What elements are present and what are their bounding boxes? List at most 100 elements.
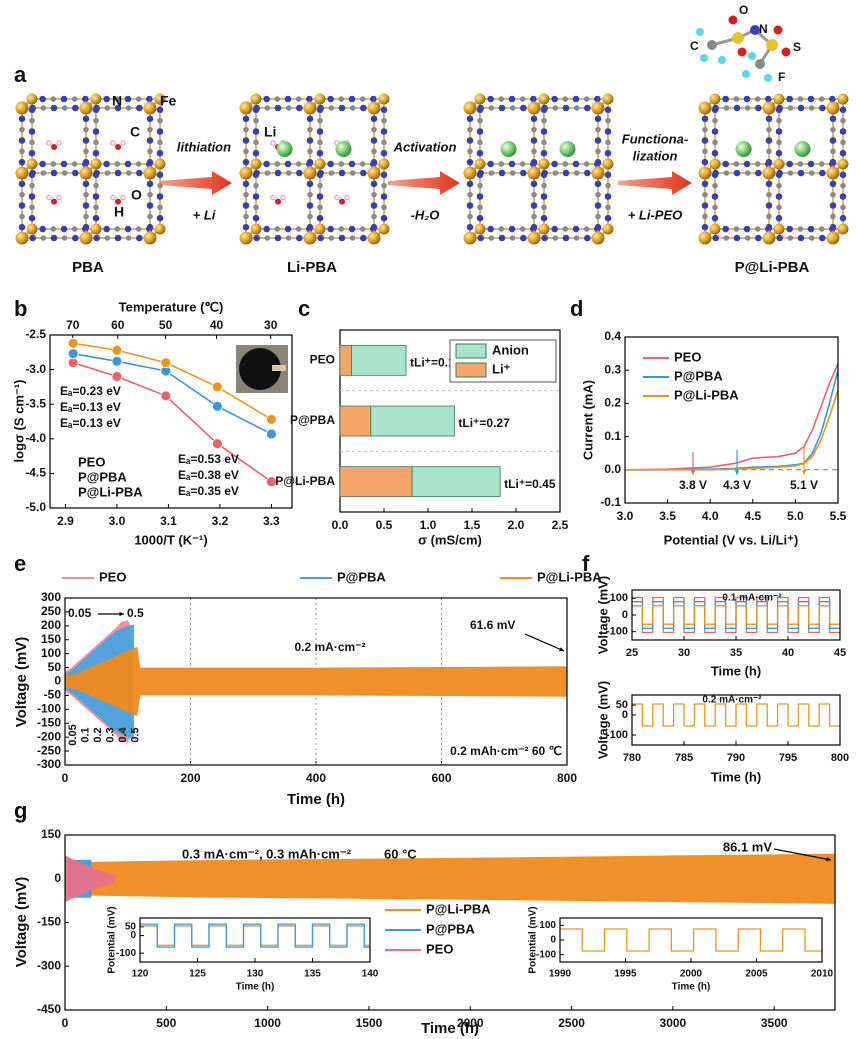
series-line [625, 370, 838, 471]
atom [466, 137, 474, 144]
atom [839, 214, 847, 222]
fe-atom [250, 93, 262, 105]
atom [701, 180, 709, 188]
atom [348, 95, 356, 103]
atom [19, 148, 25, 155]
x-axis-title: 1000/T (K⁻¹) [134, 532, 207, 547]
atom [380, 106, 388, 114]
y-tick-label: -150 [37, 715, 61, 729]
atom [93, 104, 100, 112]
atom [306, 202, 314, 209]
y-axis-title: Voltage (mV) [595, 681, 610, 760]
y-axis-title: Voltage (mV) [595, 576, 610, 655]
atom [829, 115, 837, 123]
fe-atom [527, 231, 541, 245]
atom [317, 117, 323, 124]
fe-atom [15, 166, 29, 180]
atom [531, 191, 537, 198]
atom [477, 104, 484, 112]
bar-segment [339, 466, 413, 498]
atom [477, 234, 484, 242]
atom [520, 169, 527, 177]
atom [765, 137, 773, 144]
atom [488, 235, 495, 241]
atom [60, 160, 68, 168]
atom [327, 225, 334, 233]
atom [541, 139, 547, 146]
step-label: lithiation [177, 139, 231, 154]
atom [509, 170, 516, 176]
atom [594, 223, 602, 231]
x-tick-label: 1.5 [464, 518, 481, 532]
atom [573, 105, 580, 111]
atom [830, 148, 836, 155]
atom [28, 128, 36, 135]
atom [156, 149, 164, 157]
y-axis-title: Current (mA) [580, 380, 595, 460]
y-tick-label: -450 [37, 1002, 61, 1016]
category-label: P@Li-PBA [275, 474, 335, 488]
atom [328, 170, 335, 176]
fe-atom [303, 231, 317, 245]
atom [157, 182, 163, 189]
atom [712, 169, 719, 177]
y-tick-label: 100 [610, 592, 628, 604]
y-tick-label: 200 [41, 618, 61, 632]
fe-atom [250, 223, 262, 235]
series-line [625, 363, 838, 471]
step-label: 0.3 [104, 727, 116, 742]
annotation: 0.5 [127, 606, 144, 620]
atom-label: N [759, 22, 768, 36]
y-tick-label: 250 [41, 604, 61, 618]
atom [317, 182, 323, 189]
atom [605, 182, 611, 189]
y-tick-label: -3.5 [25, 396, 46, 410]
fe-atom [837, 93, 849, 105]
fe-atom [303, 101, 317, 115]
atom [253, 139, 259, 146]
data-point [67, 357, 79, 369]
atom [487, 95, 494, 103]
atom [360, 169, 367, 177]
atom [766, 148, 772, 155]
atom [509, 105, 516, 111]
bar-annotation: tLi⁺=0.27 [458, 416, 510, 430]
atom [775, 128, 783, 135]
atom [562, 161, 569, 167]
atom [60, 95, 68, 103]
atom [572, 95, 580, 103]
atom [748, 52, 756, 60]
x-tick-label: 3000 [660, 1016, 687, 1030]
atom [604, 149, 612, 157]
atom [381, 139, 387, 146]
legend-swatch [455, 362, 487, 378]
atom [72, 104, 79, 112]
atom-label: Li [264, 124, 276, 140]
x2-tick-label: 50 [159, 318, 173, 332]
atom [584, 104, 591, 112]
atom [797, 169, 805, 177]
atom [92, 128, 100, 135]
annotation: 0.2 mA·cm⁻² [294, 640, 365, 654]
atom [29, 117, 35, 124]
atom [253, 104, 260, 112]
atom [146, 115, 154, 123]
li-atom [794, 141, 811, 157]
y-tick-label: 150 [41, 827, 61, 841]
atom [82, 223, 90, 231]
atom [83, 213, 89, 220]
atom [707, 40, 717, 50]
y-tick-label: -0.1 [600, 495, 621, 509]
atom [498, 169, 506, 177]
atom [348, 160, 356, 168]
atom [723, 170, 730, 176]
x-tick-label: 40 [782, 647, 794, 659]
atom [370, 137, 378, 144]
y-axis-title: Voltage (mV) [13, 637, 30, 728]
h-atom [46, 140, 52, 146]
atom [702, 126, 708, 133]
atom [371, 148, 377, 155]
x-tick-label: 120 [132, 969, 149, 980]
fe-atom [143, 166, 157, 180]
atom [498, 104, 506, 112]
